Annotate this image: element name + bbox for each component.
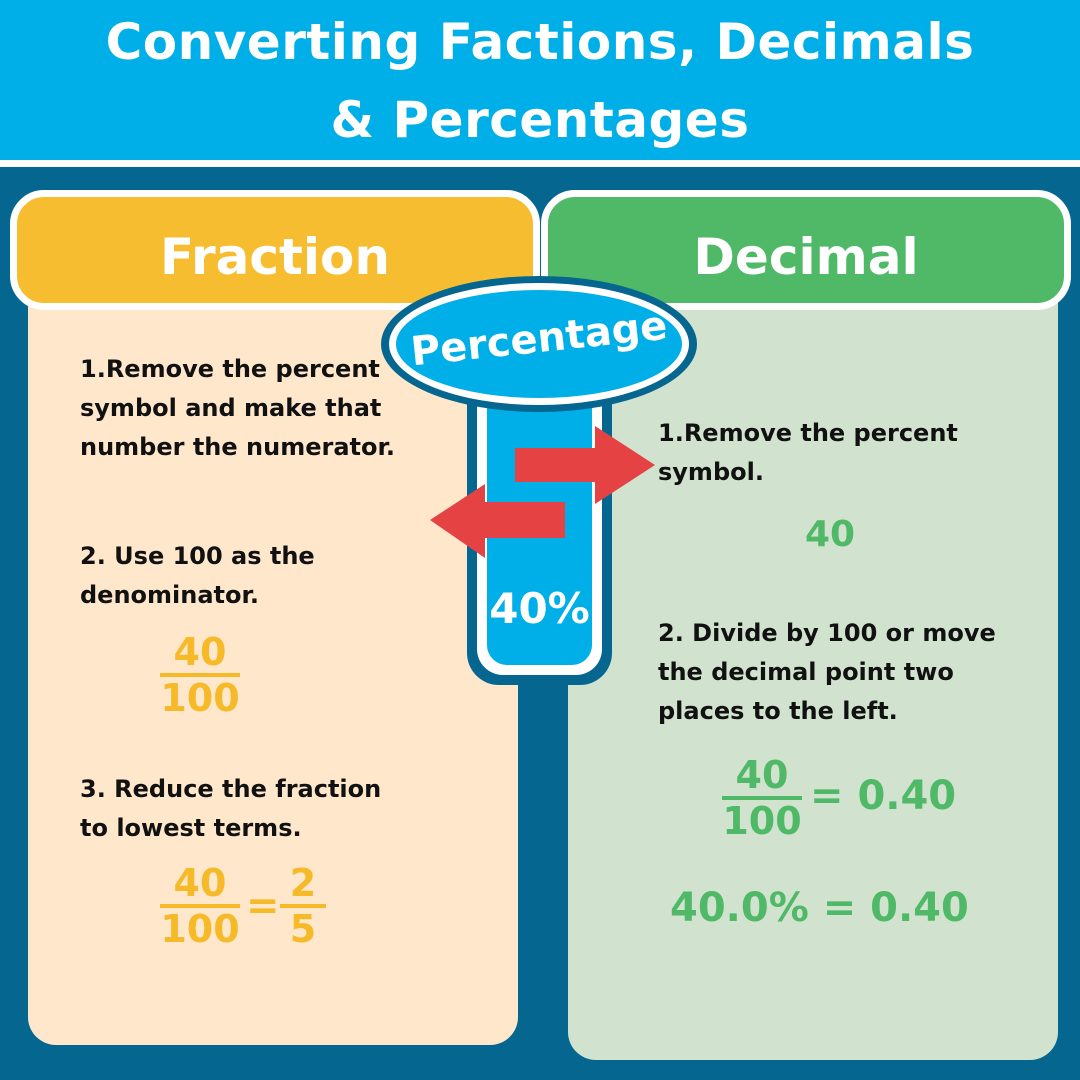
decimal-step1-line2: symbol. (658, 458, 764, 486)
arrow-right-icon (515, 426, 655, 504)
fraction-example2-reduced-denominator: 5 (289, 907, 317, 951)
fraction-step3-line1: 3. Reduce the fraction (80, 775, 382, 803)
fraction-example2-denominator: 100 (160, 907, 240, 951)
header-banner (0, 0, 1080, 160)
fraction-step2-line2: denominator. (80, 581, 260, 609)
fraction-step1-line1: 1.Remove the percent (80, 355, 380, 383)
fraction-example2-equals: = (246, 883, 280, 929)
decimal-step1-line1: 1.Remove the percent (658, 419, 958, 447)
fraction-step2-line1: 2. Use 100 as the (80, 542, 315, 570)
fraction-title: Fraction (160, 228, 390, 286)
fraction-step1: 1.Remove the percent symbol and make tha… (80, 350, 395, 467)
fraction-bar (160, 673, 240, 677)
decimal-panel (568, 300, 1058, 1060)
conversion-arrows (430, 426, 655, 558)
decimal-step2-line3: places to the left. (658, 697, 898, 725)
decimal-example1-fraction: 40 100 (722, 756, 802, 840)
arrow-left-icon (430, 484, 565, 558)
fraction-panel (28, 300, 518, 1045)
decimal-example1-denominator: 100 (722, 799, 802, 843)
fraction-step1-line2: symbol and make that (80, 394, 382, 422)
decimal-step2-line1: 2. Divide by 100 or move (658, 619, 996, 647)
page-title-line2: & Percentages (330, 91, 750, 149)
fraction-step3: 3. Reduce the fraction to lowest terms. (80, 770, 381, 848)
percentage-value: 40% (489, 584, 590, 633)
fraction-step1-line3: number the numerator. (80, 433, 395, 461)
decimal-example2: 40.0% = 0.40 (670, 885, 969, 931)
fraction-example1-numerator: 40 (173, 630, 227, 674)
fraction-example2-left: 40 100 (160, 864, 240, 948)
decimal-example1-result: = 0.40 (810, 773, 957, 819)
percentage-badge-shape (381, 276, 697, 412)
fraction-step3-line2: to lowest terms. (80, 814, 302, 842)
decimal-header: Decimal (541, 190, 1071, 310)
decimal-step2-line2: the decimal point two (658, 658, 954, 686)
header-divider (0, 160, 1080, 167)
fraction-bar (722, 796, 802, 800)
decimal-step2: 2. Divide by 100 or move the decimal poi… (658, 614, 996, 731)
fraction-bar (160, 904, 240, 908)
fraction-bar (280, 904, 326, 908)
fraction-example2-right: 2 5 (280, 864, 326, 948)
decimal-step1-result: 40 (805, 514, 856, 555)
fraction-example1: 40 100 (160, 633, 240, 717)
percentage-badge: Percentage (378, 272, 700, 416)
fraction-example2-reduced-numerator: 2 (289, 861, 317, 905)
fraction-example2-numerator: 40 (173, 861, 227, 905)
fraction-example1-denominator: 100 (160, 676, 240, 720)
page-title-line1: Converting Factions, Decimals (105, 13, 975, 71)
decimal-example1-numerator: 40 (735, 753, 789, 797)
decimal-step1: 1.Remove the percent symbol. (658, 414, 958, 492)
decimal-title: Decimal (693, 228, 919, 286)
fraction-step2: 2. Use 100 as the denominator. (80, 537, 315, 615)
